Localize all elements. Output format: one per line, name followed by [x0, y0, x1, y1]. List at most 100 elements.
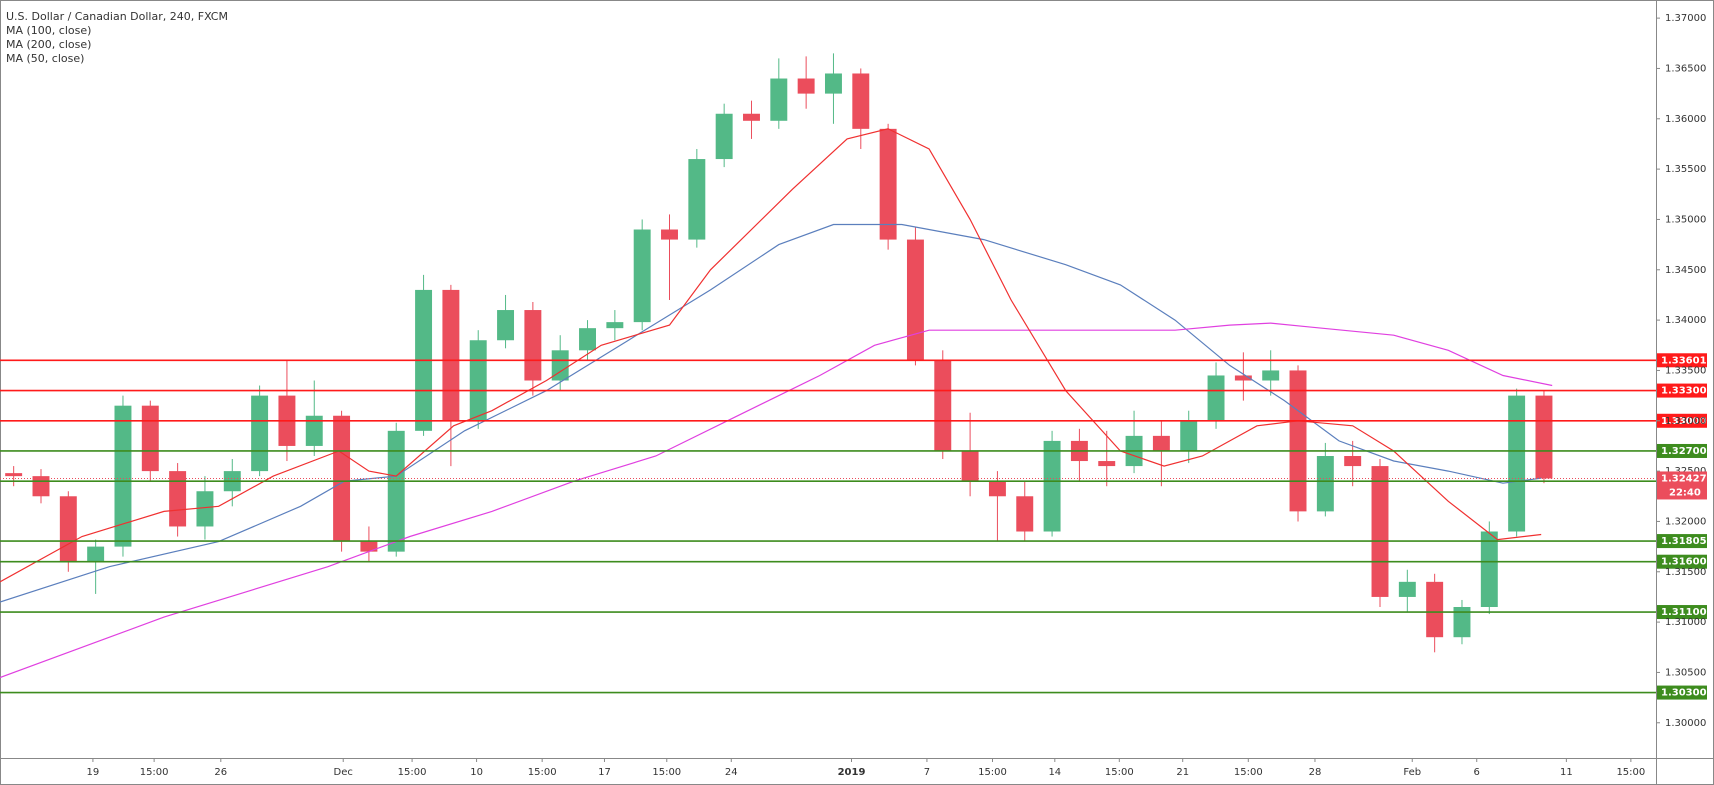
y-tick-label: 1.36500	[1665, 63, 1706, 74]
candle-body	[988, 481, 1006, 497]
candle-body	[661, 229, 678, 240]
candle-body	[169, 471, 187, 527]
candle-body	[961, 450, 979, 482]
candle-body	[305, 415, 323, 446]
candle-body	[1371, 466, 1389, 597]
candle-body	[1398, 581, 1416, 597]
level-tag	[1657, 413, 1707, 428]
candle-body	[824, 73, 842, 94]
x-tick-label: 6	[1474, 767, 1480, 778]
y-tick-label: 1.35000	[1665, 214, 1706, 225]
candle-body	[1207, 375, 1225, 421]
candle-body	[196, 491, 214, 527]
x-tick-label: 21	[1176, 767, 1189, 778]
candle-body	[1152, 435, 1170, 451]
candle-body	[551, 350, 569, 381]
y-tick-label: 1.31000	[1665, 617, 1706, 628]
level-label: 1.31100	[1661, 607, 1707, 618]
x-tick-label: 7	[924, 767, 930, 778]
x-tick-label: 15:00	[528, 767, 557, 778]
level-label: 1.30300	[1661, 688, 1707, 699]
candle-body	[333, 415, 351, 542]
x-tick-label: 17	[598, 767, 611, 778]
x-tick-label: 10	[470, 767, 483, 778]
candle-body	[32, 476, 50, 497]
candle-body	[1289, 370, 1307, 512]
x-tick-label: 15:00	[1616, 767, 1645, 778]
level-label: 1.33000	[1661, 416, 1707, 427]
candle-body	[715, 113, 733, 160]
candle-body	[906, 239, 924, 361]
y-tick-label: 1.34000	[1665, 315, 1706, 326]
candle-body	[797, 78, 815, 94]
x-tick-label: 15:00	[1234, 767, 1263, 778]
legend-entry: MA (50, close)	[6, 52, 84, 65]
chart-title: U.S. Dollar / Canadian Dollar, 240, FXCM	[6, 10, 228, 23]
candle-body	[1234, 375, 1252, 381]
candle-body	[633, 229, 651, 323]
candle-body	[524, 310, 542, 381]
y-tick-label: 1.31500	[1665, 567, 1706, 578]
levels: 1.336011.333001.330001.327001.324001.318…	[0, 353, 1707, 700]
candle-body	[59, 496, 77, 562]
y-tick-label: 1.35500	[1665, 164, 1706, 175]
y-tick-label: 1.34500	[1665, 265, 1706, 276]
level-tag	[1657, 383, 1707, 398]
x-tick-label: 14	[1048, 767, 1061, 778]
level-label: 1.31805	[1661, 536, 1707, 547]
candle-body	[442, 289, 460, 421]
candle-body	[251, 395, 269, 472]
candle-body	[770, 78, 788, 121]
y-tick-label: 1.30000	[1665, 718, 1706, 729]
x-tick-label: 11	[1560, 767, 1573, 778]
level-label: 1.33601	[1661, 355, 1707, 366]
candle-body	[1426, 581, 1444, 638]
level-label: 1.33300	[1661, 386, 1707, 397]
candle-body	[469, 340, 487, 421]
level-tag	[1657, 685, 1707, 700]
x-tick-label: 24	[725, 767, 738, 778]
candle-body	[1508, 395, 1526, 532]
candle-body	[1098, 461, 1116, 467]
level-tag	[1657, 554, 1707, 569]
candle-body	[1453, 607, 1471, 638]
level-tag	[1657, 353, 1707, 368]
x-tick-label: Dec	[334, 767, 353, 778]
candle-body	[1316, 456, 1334, 512]
x-tick-label: 15:00	[140, 767, 169, 778]
y-tick-label: 1.33500	[1665, 365, 1706, 376]
candle-body	[879, 128, 897, 240]
x-tick-label: Feb	[1403, 767, 1421, 778]
candle-body	[1262, 370, 1280, 381]
candle-body	[1016, 496, 1034, 532]
candle-body	[688, 159, 706, 240]
candle-body	[1043, 440, 1061, 532]
ma-line	[0, 223, 1542, 603]
x-tick-label: 28	[1309, 767, 1322, 778]
candles	[5, 53, 1553, 653]
x-tick-label: 19	[87, 767, 100, 778]
x-tick-label: 15:00	[978, 767, 1007, 778]
candle-body	[497, 310, 515, 341]
price-tag	[1657, 471, 1707, 500]
x-tick-label: 15:00	[1105, 767, 1134, 778]
level-tag	[1657, 605, 1707, 620]
ma-line	[0, 322, 1553, 679]
candle-body	[1480, 531, 1498, 608]
candle-body	[852, 73, 870, 129]
legend-entry: MA (100, close)	[6, 24, 91, 37]
legend-entry: MA (200, close)	[6, 38, 91, 51]
y-tick-label: 1.37000	[1665, 13, 1706, 24]
countdown: 22:40	[1669, 487, 1701, 498]
y-tick-label: 1.33000	[1665, 416, 1706, 427]
candle-body	[141, 405, 159, 472]
y-tick-label: 1.32000	[1665, 516, 1706, 527]
y-tick-label: 1.36000	[1665, 114, 1706, 125]
x-tick-label: 15:00	[398, 767, 427, 778]
price-label: 1.32427	[1661, 473, 1707, 484]
level-tag	[1657, 443, 1707, 458]
level-tag	[1657, 534, 1707, 549]
candle-body	[579, 328, 596, 351]
